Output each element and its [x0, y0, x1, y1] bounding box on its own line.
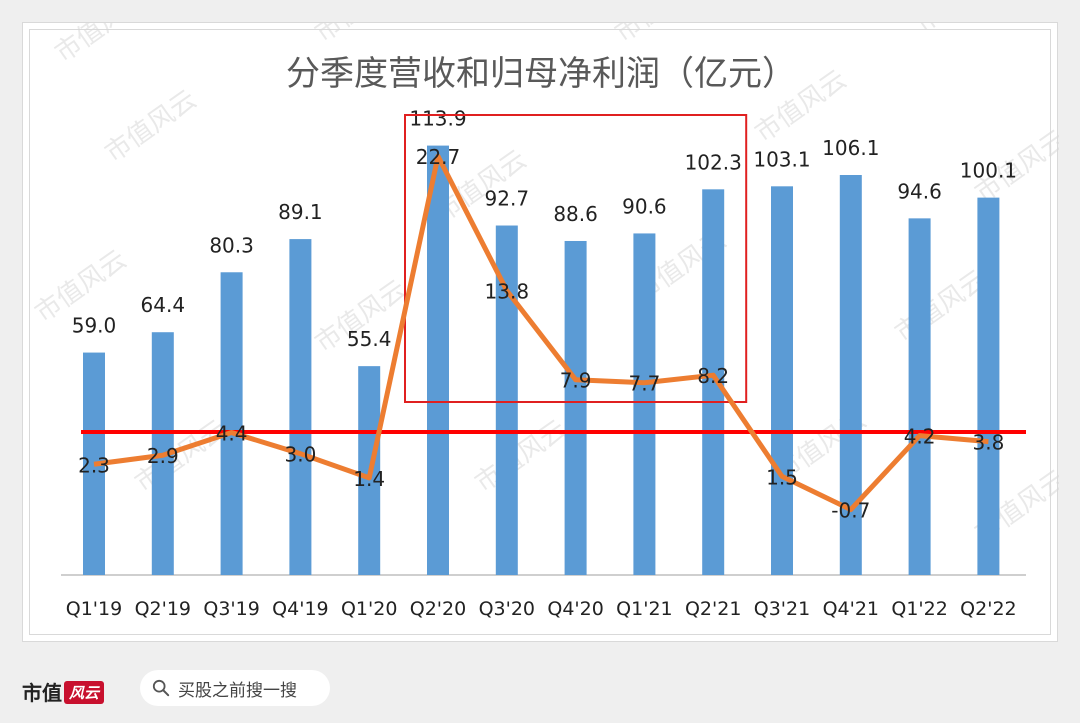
x-tick-label: Q4'20 — [547, 598, 603, 620]
x-tick-label: Q2'20 — [410, 598, 466, 620]
watermark-text: 市值风云 — [470, 414, 572, 498]
watermark-text: 市值风云 — [610, 23, 712, 49]
line-value-label: 7.7 — [628, 372, 660, 396]
search-placeholder: 买股之前搜一搜 — [178, 680, 297, 701]
watermark-text: 市值风云 — [310, 23, 412, 49]
highlight-box — [404, 114, 748, 403]
x-tick-label: Q3'19 — [203, 598, 259, 620]
line-value-label: 2.3 — [78, 453, 110, 477]
line-value-label: 1.5 — [766, 465, 798, 489]
bar-value-label: 59.0 — [72, 314, 117, 338]
watermark-text: 市值风云 — [100, 84, 202, 168]
watermark-text: 市值风云 — [910, 23, 1012, 39]
x-tick-label: Q2'21 — [685, 598, 741, 620]
line-value-label: 1.4 — [353, 467, 385, 491]
chart-title: 分季度营收和归母净利润（亿元） — [286, 54, 796, 94]
x-tick-label: Q1'20 — [341, 598, 397, 620]
x-tick-group: Q1'19 Q2'19 Q3'19 Q4'19 Q1'20 Q2'20 Q3'20 Q4'20… — [66, 598, 1017, 620]
bar-value-label: 88.6 — [553, 202, 598, 226]
watermark-text: 市值风云 — [50, 23, 152, 69]
bar — [289, 239, 312, 575]
bar-value-label: 80.3 — [209, 233, 254, 257]
line-value-label: 22.7 — [416, 145, 461, 169]
x-tick-label: Q2'19 — [135, 598, 191, 620]
bar — [839, 175, 862, 576]
x-tick-label: Q3'20 — [479, 598, 535, 620]
x-tick-label: Q1'19 — [66, 598, 122, 620]
x-tick-label: Q1'21 — [616, 598, 672, 620]
bar-value-label: 103.1 — [753, 147, 810, 171]
line-value-label: -0.7 — [831, 499, 870, 523]
bar-value-label: 89.1 — [278, 200, 323, 224]
search-icon — [152, 679, 170, 697]
line-value-label: 13.8 — [485, 280, 530, 304]
line-value-label: 4.4 — [216, 422, 248, 446]
bar — [495, 225, 518, 575]
bar-value-label: 90.6 — [622, 194, 667, 218]
footer-bar: 市值 风云 买股之前搜一搜 — [0, 655, 1080, 723]
bar — [771, 186, 793, 576]
line-value-label: 2.9 — [147, 444, 179, 468]
line-value-label: 3.0 — [284, 443, 316, 467]
bar-value-label: 102.3 — [685, 150, 742, 174]
bar-value-label: 106.1 — [822, 136, 879, 160]
brand-logo: 市值 风云 — [22, 677, 105, 706]
bar-value-label: 94.6 — [897, 179, 942, 203]
bar-value-label: 100.1 — [960, 159, 1017, 183]
bar — [633, 233, 656, 576]
chart-card: 市值风云 市值风云 市值风云 市值风云 市值风云 市值风云 市值风云 市值风云 市值风云 市值风云… — [22, 22, 1059, 642]
bar — [427, 145, 449, 576]
brand-mark: 风云 — [64, 681, 105, 704]
bar-value-label: 113.9 — [409, 107, 466, 131]
x-tick-label: Q1'22 — [891, 598, 947, 620]
search-box[interactable]: 买股之前搜一搜 — [140, 670, 330, 706]
bar — [220, 272, 243, 575]
bar — [702, 189, 725, 576]
bar-label-group: 59.0 64.4 80.3 89.1 55.4 113.9 92.7 88.6 90.6 102… — [72, 107, 1017, 352]
watermark-text: 市值风云 — [890, 264, 992, 348]
line-value-label: 3.8 — [972, 431, 1004, 455]
bar — [564, 240, 587, 575]
brand-text: 市值 — [22, 681, 62, 705]
x-tick-label: Q3'21 — [754, 598, 810, 620]
x-tick-label: Q4'21 — [823, 598, 879, 620]
chart-inner-frame — [29, 29, 1051, 635]
bar-value-label: 92.7 — [485, 187, 530, 211]
bar-series — [83, 145, 1000, 576]
line-value-label: 7.9 — [560, 369, 592, 393]
bar — [908, 218, 931, 575]
bar — [977, 197, 1000, 576]
line-value-label: 4.2 — [904, 425, 936, 449]
x-tick-label: Q4'19 — [272, 598, 328, 620]
line-label-group: 2.3 2.9 4.4 3.0 1.4 22.7 13.8 7.9 7.7 8.2 1.5 -0.7 4… — [78, 145, 1004, 522]
x-tick-label: Q2'22 — [960, 598, 1016, 620]
line-value-label: 8.2 — [697, 364, 729, 388]
profit-line — [93, 153, 989, 513]
bar-value-label: 55.4 — [347, 327, 392, 351]
bar-value-label: 64.4 — [141, 293, 186, 317]
